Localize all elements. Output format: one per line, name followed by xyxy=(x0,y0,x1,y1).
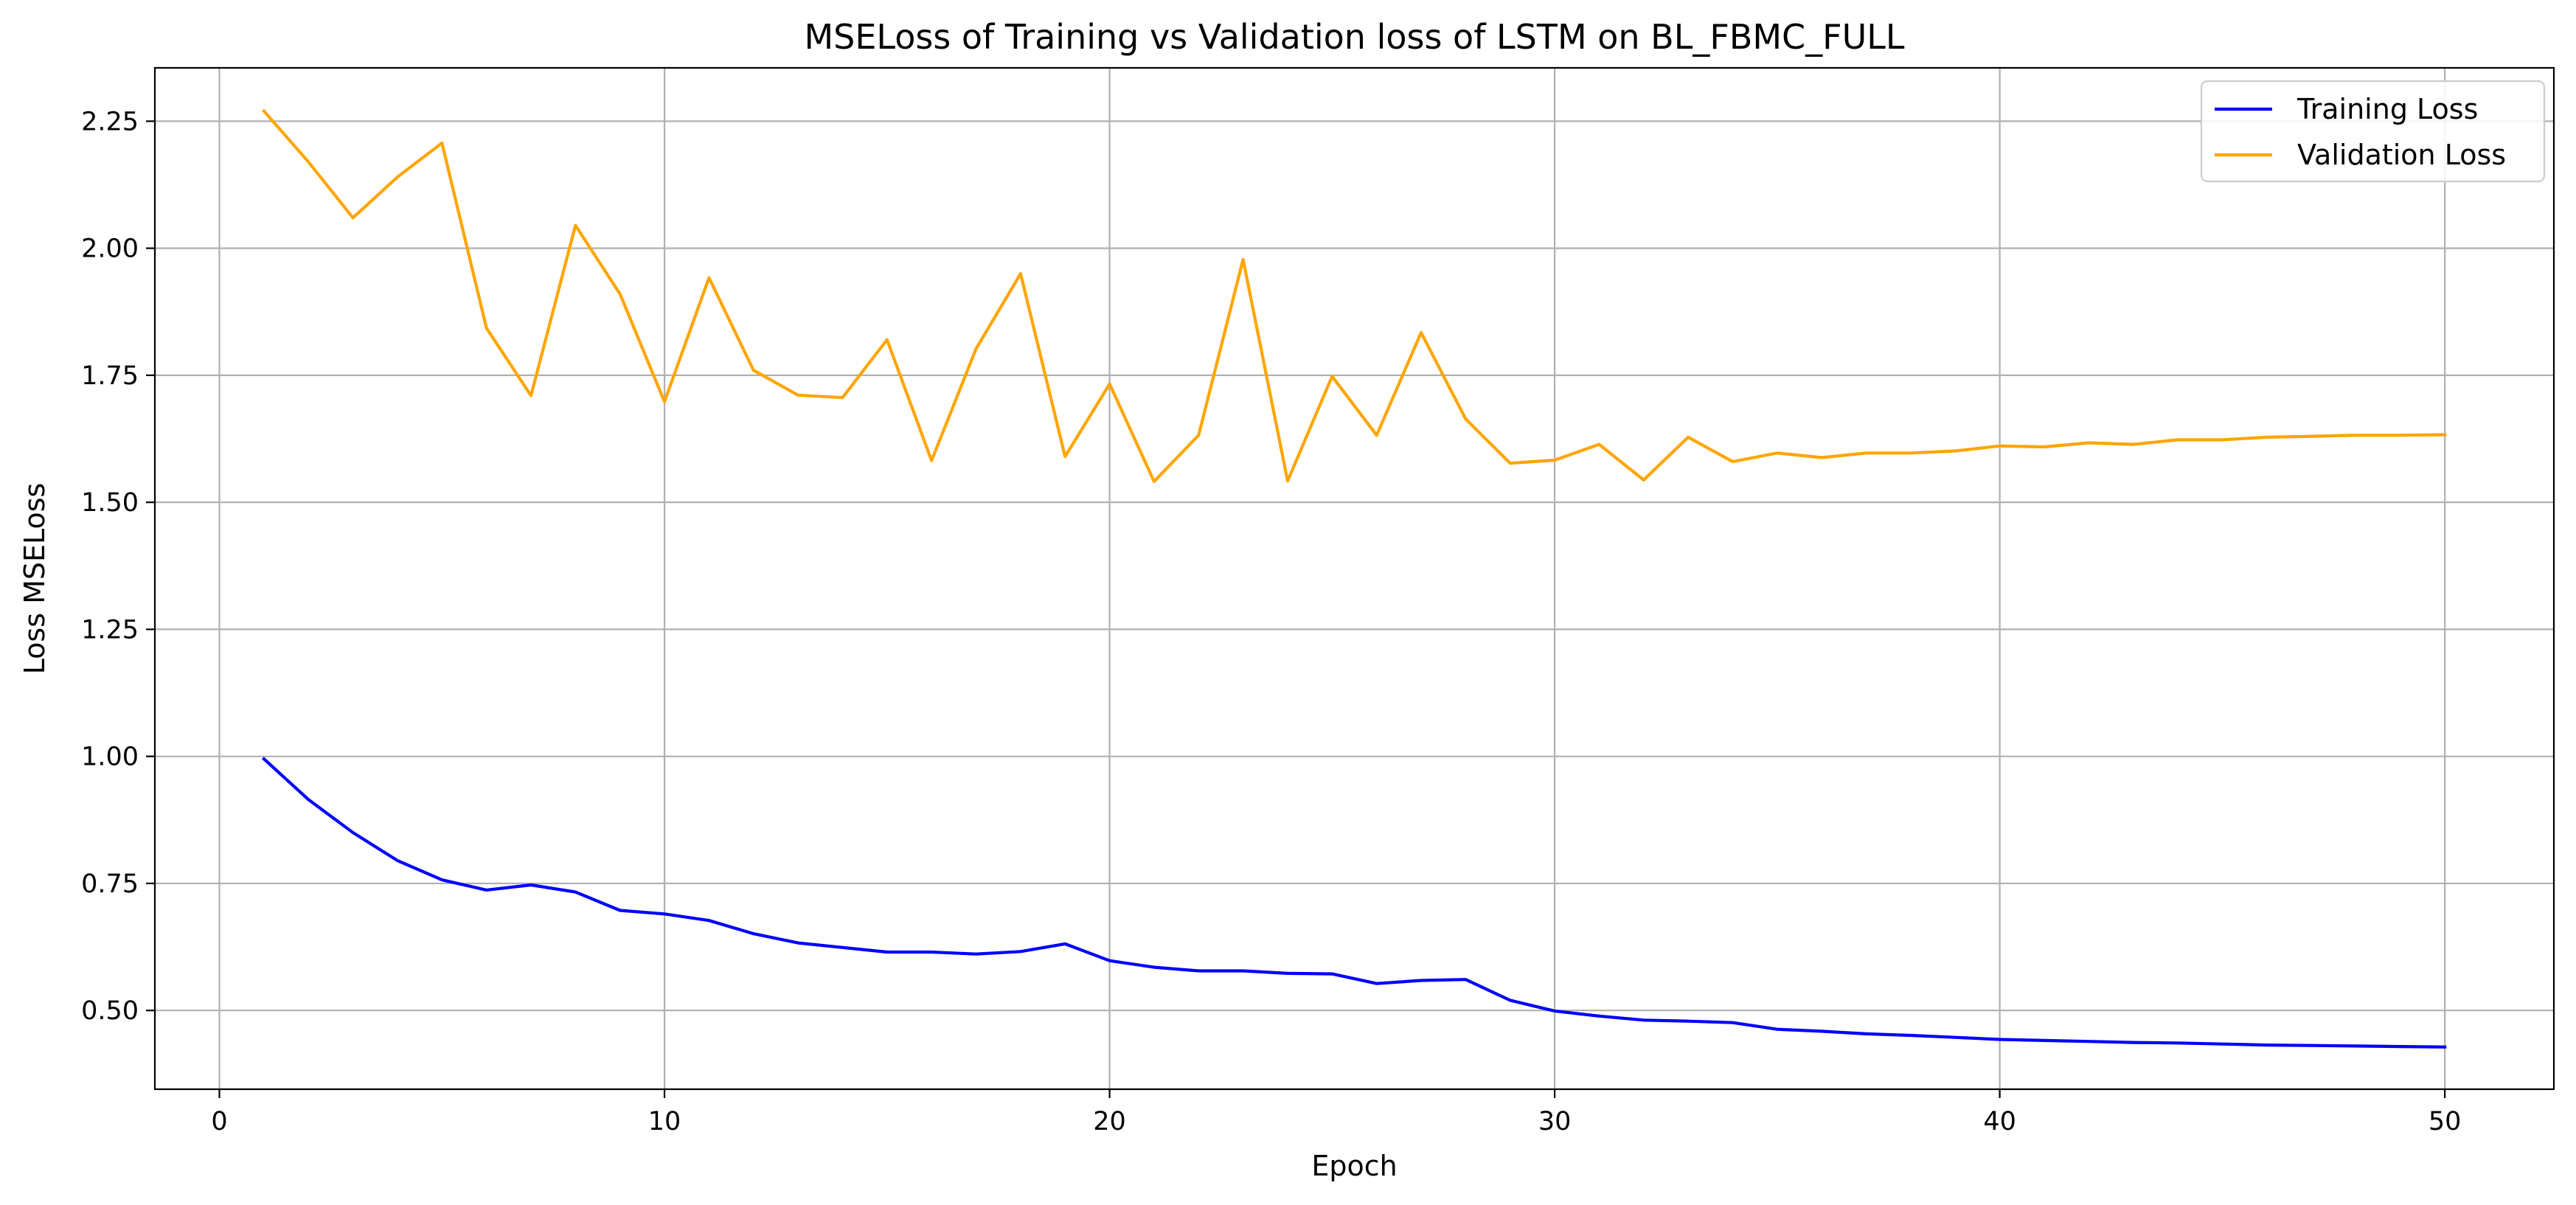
series-layer xyxy=(261,108,2447,1049)
y-tick-label: 2.00 xyxy=(81,235,139,264)
legend-box xyxy=(2200,80,2546,183)
axis-ticks: 0 10 20 30 40 50 0.50 0.75 1.00 1.25 1.50 1.75 2.00 2… xyxy=(81,107,2461,1136)
training-loss-line xyxy=(261,757,2447,1049)
y-tick-label: 1.25 xyxy=(81,615,139,645)
y-tick-label: 1.75 xyxy=(81,361,139,391)
y-tick-label: 1.50 xyxy=(81,488,139,518)
legend: Training Loss Validation Loss xyxy=(2200,80,2546,183)
y-tick-label: 0.75 xyxy=(81,869,139,899)
x-tick-label: 0 xyxy=(211,1107,227,1136)
y-tick-label: 2.25 xyxy=(81,107,139,136)
grid xyxy=(155,68,2554,1089)
x-tick-label: 50 xyxy=(2429,1107,2462,1136)
legend-label-training-loss: Training Loss xyxy=(2296,93,2478,125)
chart-title: MSELoss of Training vs Validation loss o… xyxy=(804,17,1904,57)
x-tick-label: 20 xyxy=(1093,1107,1126,1136)
y-axis-label: Loss MSELoss xyxy=(18,483,51,675)
y-tick-label: 1.00 xyxy=(81,743,139,772)
x-axis-label: Epoch xyxy=(1311,1150,1397,1182)
legend-label-validation-loss: Validation Loss xyxy=(2297,139,2506,171)
x-tick-label: 40 xyxy=(1983,1107,2016,1136)
plot-area-frame xyxy=(153,66,2555,1091)
x-tick-label: 10 xyxy=(648,1107,681,1136)
y-tick-label: 0.50 xyxy=(81,996,139,1026)
x-tick-label: 30 xyxy=(1538,1107,1572,1136)
validation-loss-line xyxy=(261,108,2447,484)
